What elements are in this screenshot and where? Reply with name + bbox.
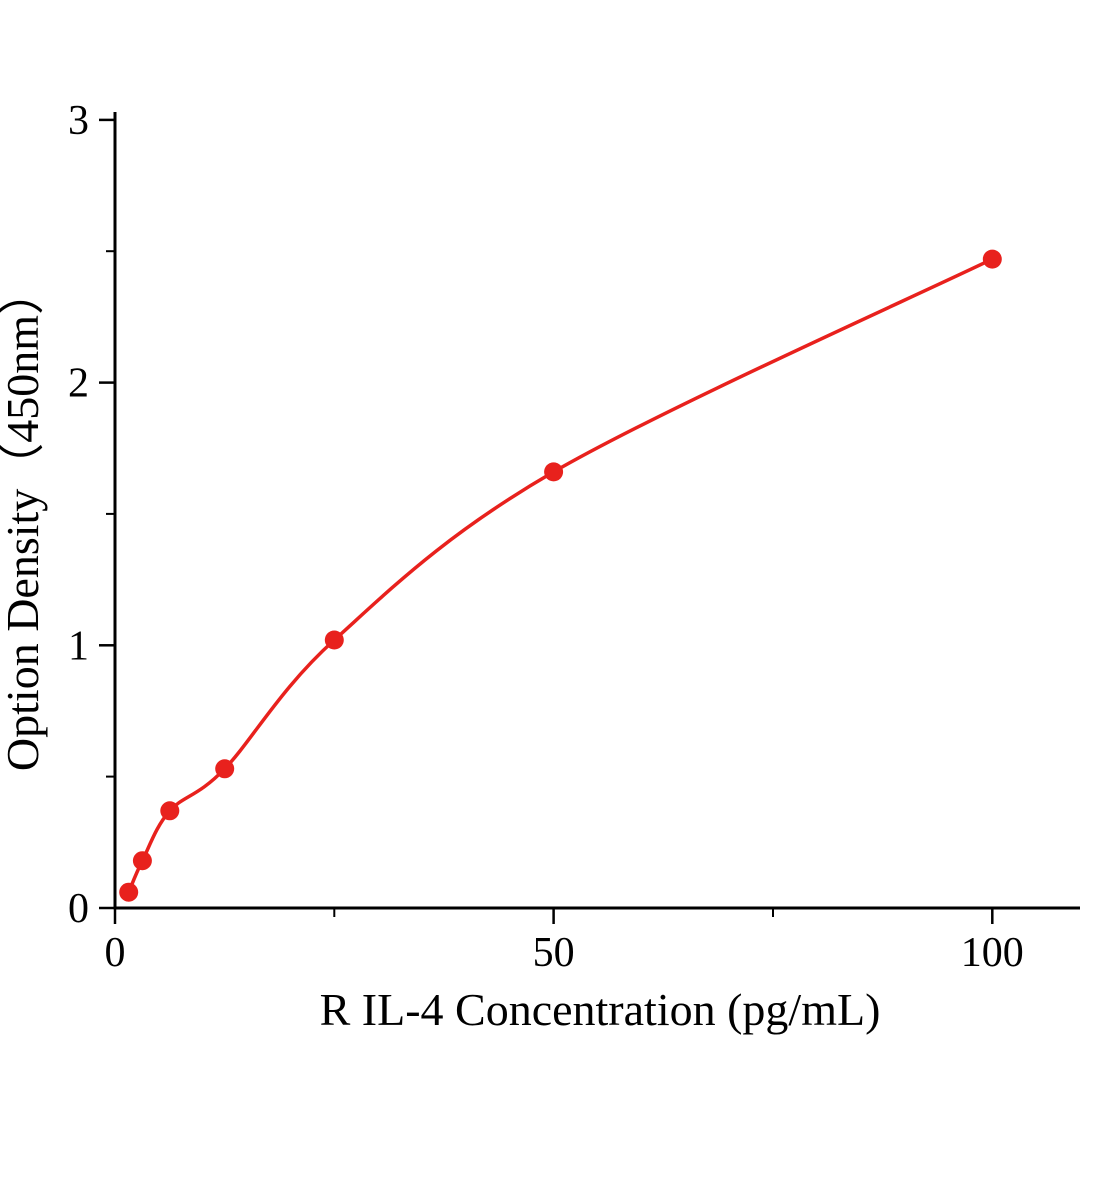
data-point	[324, 630, 344, 650]
y-tick-label: 1	[68, 623, 89, 669]
y-tick-label: 0	[68, 886, 89, 932]
fit-curve	[126, 257, 995, 894]
y-tick-label: 3	[68, 98, 89, 144]
data-point	[160, 801, 180, 821]
data-point	[982, 249, 1002, 269]
data-point	[215, 759, 235, 779]
axes-layer: 0 50 100 0 1 2 3	[68, 98, 1080, 976]
x-tick-label: 0	[105, 930, 126, 976]
x-axis-title: R IL-4 Concentration (pg/mL)	[320, 984, 881, 1035]
x-tick-label: 100	[961, 930, 1024, 976]
data-point	[544, 462, 564, 482]
x-tick-label: 50	[533, 930, 575, 976]
y-axis-title: Option Density（450nm）	[0, 269, 48, 771]
y-tick-label: 2	[68, 361, 89, 407]
series-layer	[119, 249, 1002, 902]
data-point	[119, 882, 139, 902]
data-point	[132, 851, 152, 871]
